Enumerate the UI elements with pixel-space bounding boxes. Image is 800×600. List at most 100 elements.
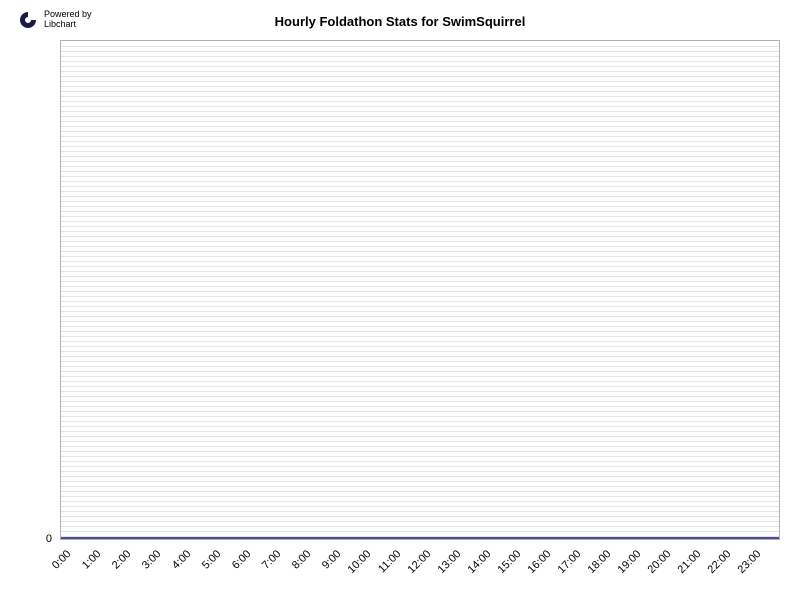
gridline xyxy=(61,461,779,462)
x-tick-label: 17:00 xyxy=(546,548,583,585)
gridline xyxy=(61,86,779,87)
gridline xyxy=(61,331,779,332)
gridline xyxy=(61,111,779,112)
gridline xyxy=(61,256,779,257)
gridline xyxy=(61,316,779,317)
gridline xyxy=(61,216,779,217)
gridline xyxy=(61,106,779,107)
gridline xyxy=(61,351,779,352)
gridline xyxy=(61,471,779,472)
x-tick-label: 11:00 xyxy=(366,548,403,585)
gridline xyxy=(61,436,779,437)
x-tick-label: 3:00 xyxy=(126,548,163,585)
gridline xyxy=(61,496,779,497)
series-baseline xyxy=(61,537,779,539)
gridline xyxy=(61,46,779,47)
gridline xyxy=(61,311,779,312)
gridline xyxy=(61,336,779,337)
x-tick-label: 8:00 xyxy=(276,548,313,585)
gridline xyxy=(61,176,779,177)
gridline xyxy=(61,246,779,247)
x-tick-label: 5:00 xyxy=(186,548,223,585)
gridline xyxy=(61,281,779,282)
gridline xyxy=(61,291,779,292)
gridline xyxy=(61,116,779,117)
gridline xyxy=(61,206,779,207)
gridline xyxy=(61,276,779,277)
gridline xyxy=(61,261,779,262)
gridline xyxy=(61,381,779,382)
gridline xyxy=(61,421,779,422)
chart-container: { "attribution": { "line1": "Powered by"… xyxy=(0,0,800,600)
x-tick-label: 6:00 xyxy=(216,548,253,585)
gridline xyxy=(61,366,779,367)
gridline xyxy=(61,251,779,252)
gridline xyxy=(61,361,779,362)
gridline xyxy=(61,516,779,517)
gridline xyxy=(61,266,779,267)
gridline xyxy=(61,306,779,307)
gridline xyxy=(61,296,779,297)
gridline xyxy=(61,131,779,132)
gridline xyxy=(61,391,779,392)
gridline xyxy=(61,466,779,467)
gridline xyxy=(61,521,779,522)
x-tick-label: 4:00 xyxy=(156,548,193,585)
gridline xyxy=(61,486,779,487)
gridline xyxy=(61,481,779,482)
gridline xyxy=(61,321,779,322)
gridline xyxy=(61,301,779,302)
gridline xyxy=(61,511,779,512)
gridline xyxy=(61,226,779,227)
gridline xyxy=(61,356,779,357)
gridline xyxy=(61,386,779,387)
gridline xyxy=(61,96,779,97)
gridline xyxy=(61,121,779,122)
gridline xyxy=(61,171,779,172)
gridline xyxy=(61,456,779,457)
gridline xyxy=(61,416,779,417)
gridline xyxy=(61,451,779,452)
gridline xyxy=(61,81,779,82)
x-tick-label: 18:00 xyxy=(576,548,613,585)
x-tick-label: 22:00 xyxy=(696,548,733,585)
x-tick-label: 2:00 xyxy=(96,548,133,585)
x-tick-label: 23:00 xyxy=(726,548,763,585)
x-tick-label: 9:00 xyxy=(306,548,343,585)
gridline xyxy=(61,236,779,237)
x-tick-label: 10:00 xyxy=(336,548,373,585)
gridline xyxy=(61,371,779,372)
gridline xyxy=(61,231,779,232)
gridline xyxy=(61,491,779,492)
gridline xyxy=(61,406,779,407)
gridline xyxy=(61,286,779,287)
gridline xyxy=(61,376,779,377)
gridline xyxy=(61,191,779,192)
x-tick-label: 16:00 xyxy=(516,548,553,585)
x-tick-label: 12:00 xyxy=(396,548,433,585)
x-tick-label: 20:00 xyxy=(636,548,673,585)
gridline xyxy=(61,221,779,222)
gridline xyxy=(61,141,779,142)
gridline xyxy=(61,526,779,527)
x-tick-label: 14:00 xyxy=(456,548,493,585)
gridline xyxy=(61,346,779,347)
gridline xyxy=(61,56,779,57)
y-tick-label: 0 xyxy=(0,533,52,545)
plot-area xyxy=(60,40,780,540)
gridline xyxy=(61,76,779,77)
gridline xyxy=(61,101,779,102)
gridline xyxy=(61,211,779,212)
gridline xyxy=(61,446,779,447)
gridline xyxy=(61,196,779,197)
gridline xyxy=(61,401,779,402)
gridline xyxy=(61,181,779,182)
x-tick-label: 15:00 xyxy=(486,548,523,585)
gridline xyxy=(61,66,779,67)
gridline xyxy=(61,411,779,412)
gridline xyxy=(61,156,779,157)
gridline xyxy=(61,91,779,92)
chart-title: Hourly Foldathon Stats for SwimSquirrel xyxy=(0,14,800,29)
x-tick-label: 7:00 xyxy=(246,548,283,585)
gridline xyxy=(61,531,779,532)
